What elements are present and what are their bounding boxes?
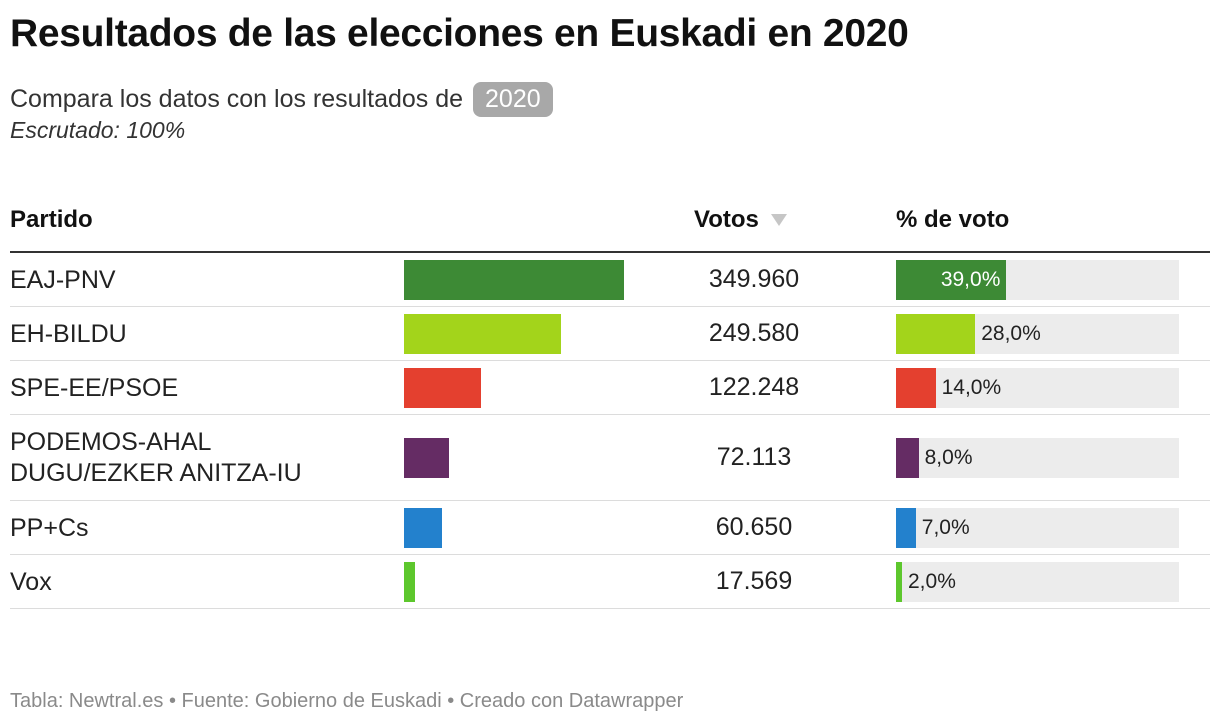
percent-bar (896, 562, 902, 602)
percent-bar-track: 7,0% (896, 508, 1179, 548)
party-name: EH-BILDU (10, 319, 127, 348)
votes-bar-track (404, 438, 634, 478)
compare-text: Compara los datos con los resultados de (10, 85, 464, 113)
votes-bar (404, 314, 561, 354)
percent-bar (896, 314, 976, 354)
percent-label: 7,0% (921, 516, 970, 539)
percent-bar-track: 2,0% (896, 562, 1179, 602)
table-row: EAJ-PNV 349.960 39,0% (10, 253, 1210, 307)
percent-label: 8,0% (924, 446, 973, 469)
votes-bar (404, 368, 481, 408)
table-row: Vox 17.569 2,0% (10, 555, 1210, 609)
votes-bar (404, 508, 443, 548)
party-name: EAJ-PNV (10, 265, 116, 294)
column-header-party[interactable]: Partido (10, 206, 93, 233)
percent-bar (896, 368, 936, 408)
table-row: PP+Cs 60.650 7,0% (10, 501, 1210, 555)
votes-value: 249.580 (708, 319, 800, 347)
percent-bar (896, 260, 1007, 300)
footer-credits: Tabla: Newtral.es • Fuente: Gobierno de … (10, 690, 684, 712)
votes-value: 60.650 (715, 513, 793, 541)
votes-bar-track (404, 562, 634, 602)
column-header-percent[interactable]: % de voto (896, 206, 1010, 233)
percent-bar-track: 8,0% (896, 438, 1179, 478)
chart-title: Resultados de las elecciones en Euskadi … (10, 12, 909, 55)
percent-label: 28,0% (981, 322, 1041, 345)
votes-value: 122.248 (708, 373, 800, 401)
votes-bar-track (404, 508, 634, 548)
party-name: SPE-EE/PSOE (10, 373, 179, 402)
percent-bar-track: 39,0% (896, 260, 1179, 300)
column-header-votes-label: Votos (694, 206, 759, 233)
percent-label: 14,0% (941, 376, 1002, 399)
table-header: Partido Votos % de voto (10, 196, 1210, 253)
percent-label: 39,0% (940, 268, 1001, 291)
table-row: EH-BILDU 249.580 28,0% (10, 307, 1210, 361)
party-name: PODEMOS-AHAL DUGU/EZKER ANITZA-IU (10, 428, 302, 487)
votes-bar (404, 260, 624, 300)
scrutiny-status: Escrutado: 100% (10, 117, 186, 143)
subtitle: Compara los datos con los resultados de … (10, 82, 553, 117)
votes-bar (404, 562, 416, 602)
votes-bar-track (404, 314, 634, 354)
sort-descending-icon[interactable] (770, 214, 787, 226)
percent-label: 2,0% (908, 570, 956, 593)
table-row: PODEMOS-AHAL DUGU/EZKER ANITZA-IU 72.113 8… (10, 415, 1210, 501)
votes-bar (404, 438, 450, 478)
table-row: SPE-EE/PSOE 122.248 14,0% (10, 361, 1210, 415)
votes-value: 17.569 (715, 567, 793, 595)
votes-bar-track (404, 368, 634, 408)
results-table: Partido Votos % de voto EAJ-PNV 349.960 39… (10, 196, 1210, 609)
table-body: EAJ-PNV 349.960 39,0% EH-BILDU 249.580 28,0% S… (10, 253, 1210, 609)
compare-year-button[interactable]: 2020 (473, 82, 553, 117)
party-name: PP+Cs (10, 513, 89, 542)
percent-bar (896, 508, 916, 548)
votes-bar-track (404, 260, 634, 300)
percent-bar-track: 28,0% (896, 314, 1179, 354)
percent-bar-track: 14,0% (896, 368, 1179, 408)
column-header-votes[interactable]: Votos (694, 206, 787, 234)
party-name: Vox (10, 567, 52, 596)
percent-bar (896, 438, 919, 478)
votes-value: 72.113 (716, 443, 792, 471)
votes-value: 349.960 (708, 265, 800, 293)
